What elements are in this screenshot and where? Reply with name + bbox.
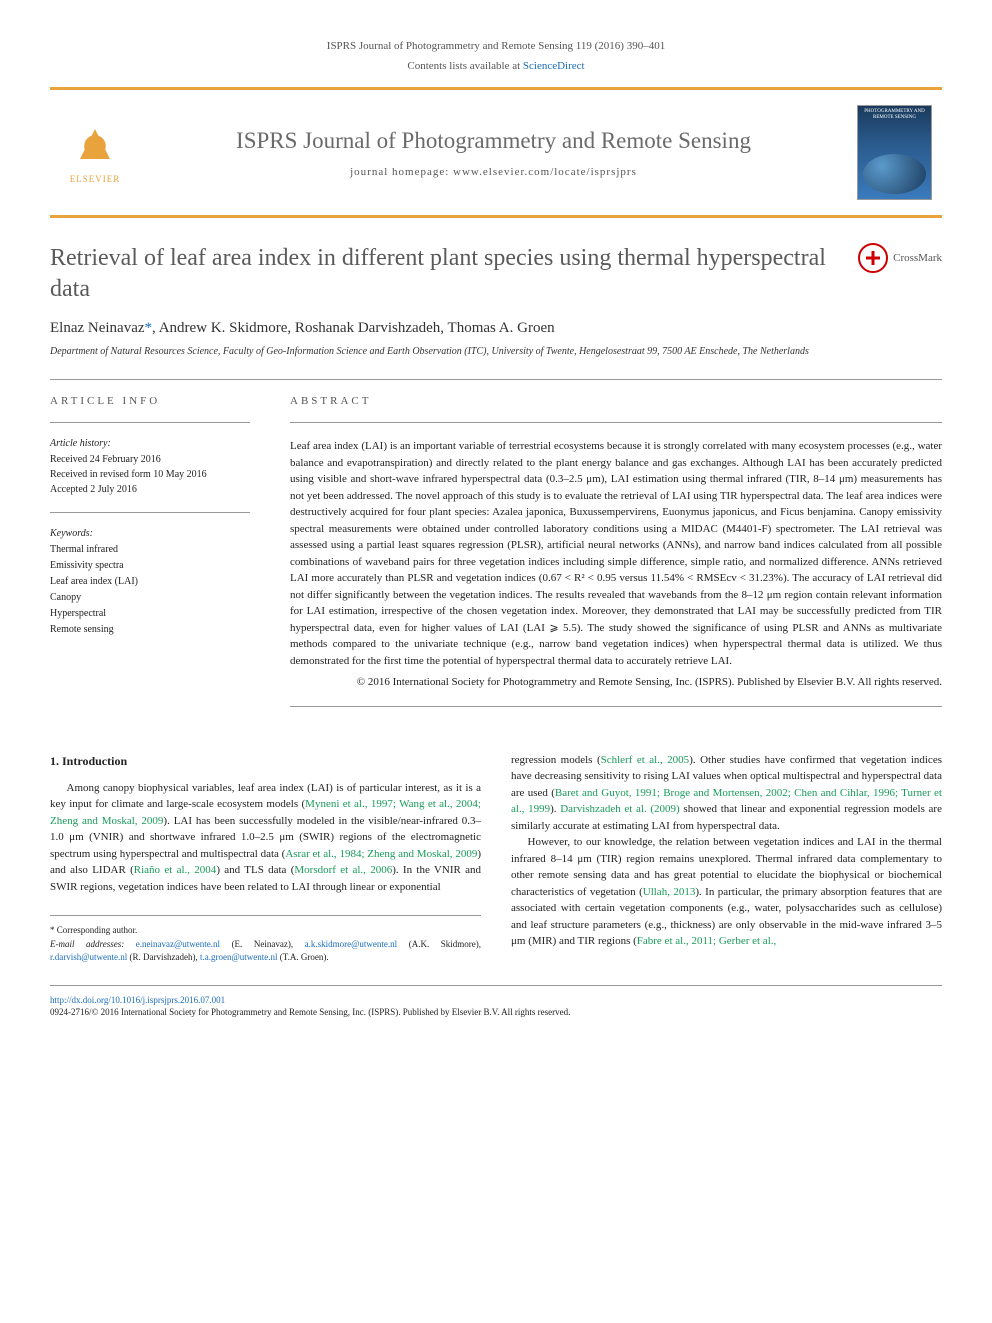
abstract-copyright: © 2016 International Society for Photogr…: [290, 674, 942, 691]
article-title-row: Retrieval of leaf area index in differen…: [50, 243, 942, 305]
citation-link[interactable]: Ullah, 2013: [643, 886, 696, 898]
crossmark-icon: [858, 243, 888, 273]
elsevier-logo: ELSEVIER: [60, 113, 130, 193]
issn-copyright: 0924-2716/© 2016 International Society f…: [50, 1006, 942, 1019]
history-label: Article history:: [50, 438, 250, 449]
authors-rest: , Andrew K. Skidmore, Roshanak Darvishza…: [152, 320, 555, 336]
homepage-url[interactable]: www.elsevier.com/locate/isprsjprs: [453, 166, 637, 178]
crossmark-badge[interactable]: CrossMark: [858, 243, 942, 273]
divider: [50, 512, 250, 513]
citation-line: ISPRS Journal of Photogrammetry and Remo…: [50, 40, 942, 52]
email-link[interactable]: r.darvish@utwente.nl: [50, 952, 127, 962]
divider: [50, 422, 250, 423]
page-footer: http://dx.doi.org/10.1016/j.isprsjprs.20…: [50, 985, 942, 1019]
journal-title-block: ISPRS Journal of Photogrammetry and Remo…: [130, 128, 857, 178]
author-1: Elnaz Neinavaz: [50, 320, 145, 336]
email-link[interactable]: e.neinavaz@utwente.nl: [136, 939, 220, 949]
footnote-block: * Corresponding author. E-mail addresses…: [50, 915, 481, 965]
intro-paragraph-2: However, to our knowledge, the relation …: [511, 834, 942, 950]
info-abstract-row: ARTICLE INFO Article history: Received 2…: [50, 395, 942, 722]
abstract-heading: ABSTRACT: [290, 395, 942, 407]
journal-title: ISPRS Journal of Photogrammetry and Remo…: [130, 128, 857, 154]
corresponding-author-note: * Corresponding author.: [50, 924, 481, 938]
cover-caption: PHOTOGRAMMETRY AND REMOTE SENSING: [858, 106, 931, 123]
citation-link[interactable]: Morsdorf et al., 2006: [294, 864, 392, 876]
keyword: Leaf area index (LAI): [50, 574, 250, 590]
corresponding-marker[interactable]: *: [145, 320, 153, 336]
citation-link[interactable]: Riaño et al., 2004: [134, 864, 217, 876]
article-history: Received 24 February 2016 Received in re…: [50, 452, 250, 497]
keyword: Emissivity spectra: [50, 558, 250, 574]
elsevier-tree-icon: [70, 121, 120, 171]
divider: [50, 379, 942, 380]
doi-link[interactable]: http://dx.doi.org/10.1016/j.isprsjprs.20…: [50, 995, 225, 1005]
citation-link[interactable]: Darvishzadeh et al. (2009): [560, 803, 680, 815]
abstract-block: ABSTRACT Leaf area index (LAI) is an imp…: [290, 395, 942, 722]
elsevier-text: ELSEVIER: [70, 174, 121, 184]
keyword: Remote sensing: [50, 622, 250, 638]
section-1-heading: 1. Introduction: [50, 752, 481, 770]
article-info-heading: ARTICLE INFO: [50, 395, 250, 407]
email-link[interactable]: t.a.groen@utwente.nl: [200, 952, 278, 962]
keyword: Thermal infrared: [50, 542, 250, 558]
citation-link[interactable]: Asrar et al., 1984; Zheng and Moskal, 20…: [285, 848, 477, 860]
accepted-date: Accepted 2 July 2016: [50, 482, 250, 497]
revised-date: Received in revised form 10 May 2016: [50, 467, 250, 482]
divider: [290, 706, 942, 707]
keywords-label: Keywords:: [50, 528, 250, 539]
keyword: Canopy: [50, 590, 250, 606]
keyword: Hyperspectral: [50, 606, 250, 622]
abstract-text: Leaf area index (LAI) is an important va…: [290, 438, 942, 669]
divider: [290, 422, 942, 423]
article-info: ARTICLE INFO Article history: Received 2…: [50, 395, 250, 722]
crossmark-text: CrossMark: [893, 252, 942, 264]
keywords-list: Thermal infrared Emissivity spectra Leaf…: [50, 542, 250, 638]
sciencedirect-link[interactable]: ScienceDirect: [523, 60, 585, 72]
authors-line: Elnaz Neinavaz*, Andrew K. Skidmore, Ros…: [50, 320, 942, 337]
homepage-prefix: journal homepage:: [350, 166, 453, 178]
intro-paragraph-1: Among canopy biophysical variables, leaf…: [50, 780, 481, 896]
body-column-left: 1. Introduction Among canopy biophysical…: [50, 752, 481, 965]
email-link[interactable]: a.k.skidmore@utwente.nl: [305, 939, 398, 949]
received-date: Received 24 February 2016: [50, 452, 250, 467]
email-label: E-mail addresses:: [50, 939, 124, 949]
contents-availability: Contents lists available at ScienceDirec…: [50, 60, 942, 72]
article-title: Retrieval of leaf area index in differen…: [50, 243, 838, 305]
citation-link[interactable]: Schlerf et al., 2005: [601, 754, 690, 766]
journal-cover-thumb: PHOTOGRAMMETRY AND REMOTE SENSING: [857, 105, 932, 200]
journal-header: ELSEVIER ISPRS Journal of Photogrammetry…: [50, 87, 942, 218]
citation-link[interactable]: Fabre et al., 2011; Gerber et al.,: [637, 935, 776, 947]
body-column-right: regression models (Schlerf et al., 2005)…: [511, 752, 942, 965]
body-columns: 1. Introduction Among canopy biophysical…: [50, 752, 942, 965]
contents-prefix: Contents lists available at: [407, 60, 522, 72]
affiliation: Department of Natural Resources Science,…: [50, 345, 942, 359]
email-addresses: E-mail addresses: e.neinavaz@utwente.nl …: [50, 938, 481, 965]
journal-homepage: journal homepage: www.elsevier.com/locat…: [130, 166, 857, 178]
intro-paragraph-1-cont: regression models (Schlerf et al., 2005)…: [511, 752, 942, 835]
